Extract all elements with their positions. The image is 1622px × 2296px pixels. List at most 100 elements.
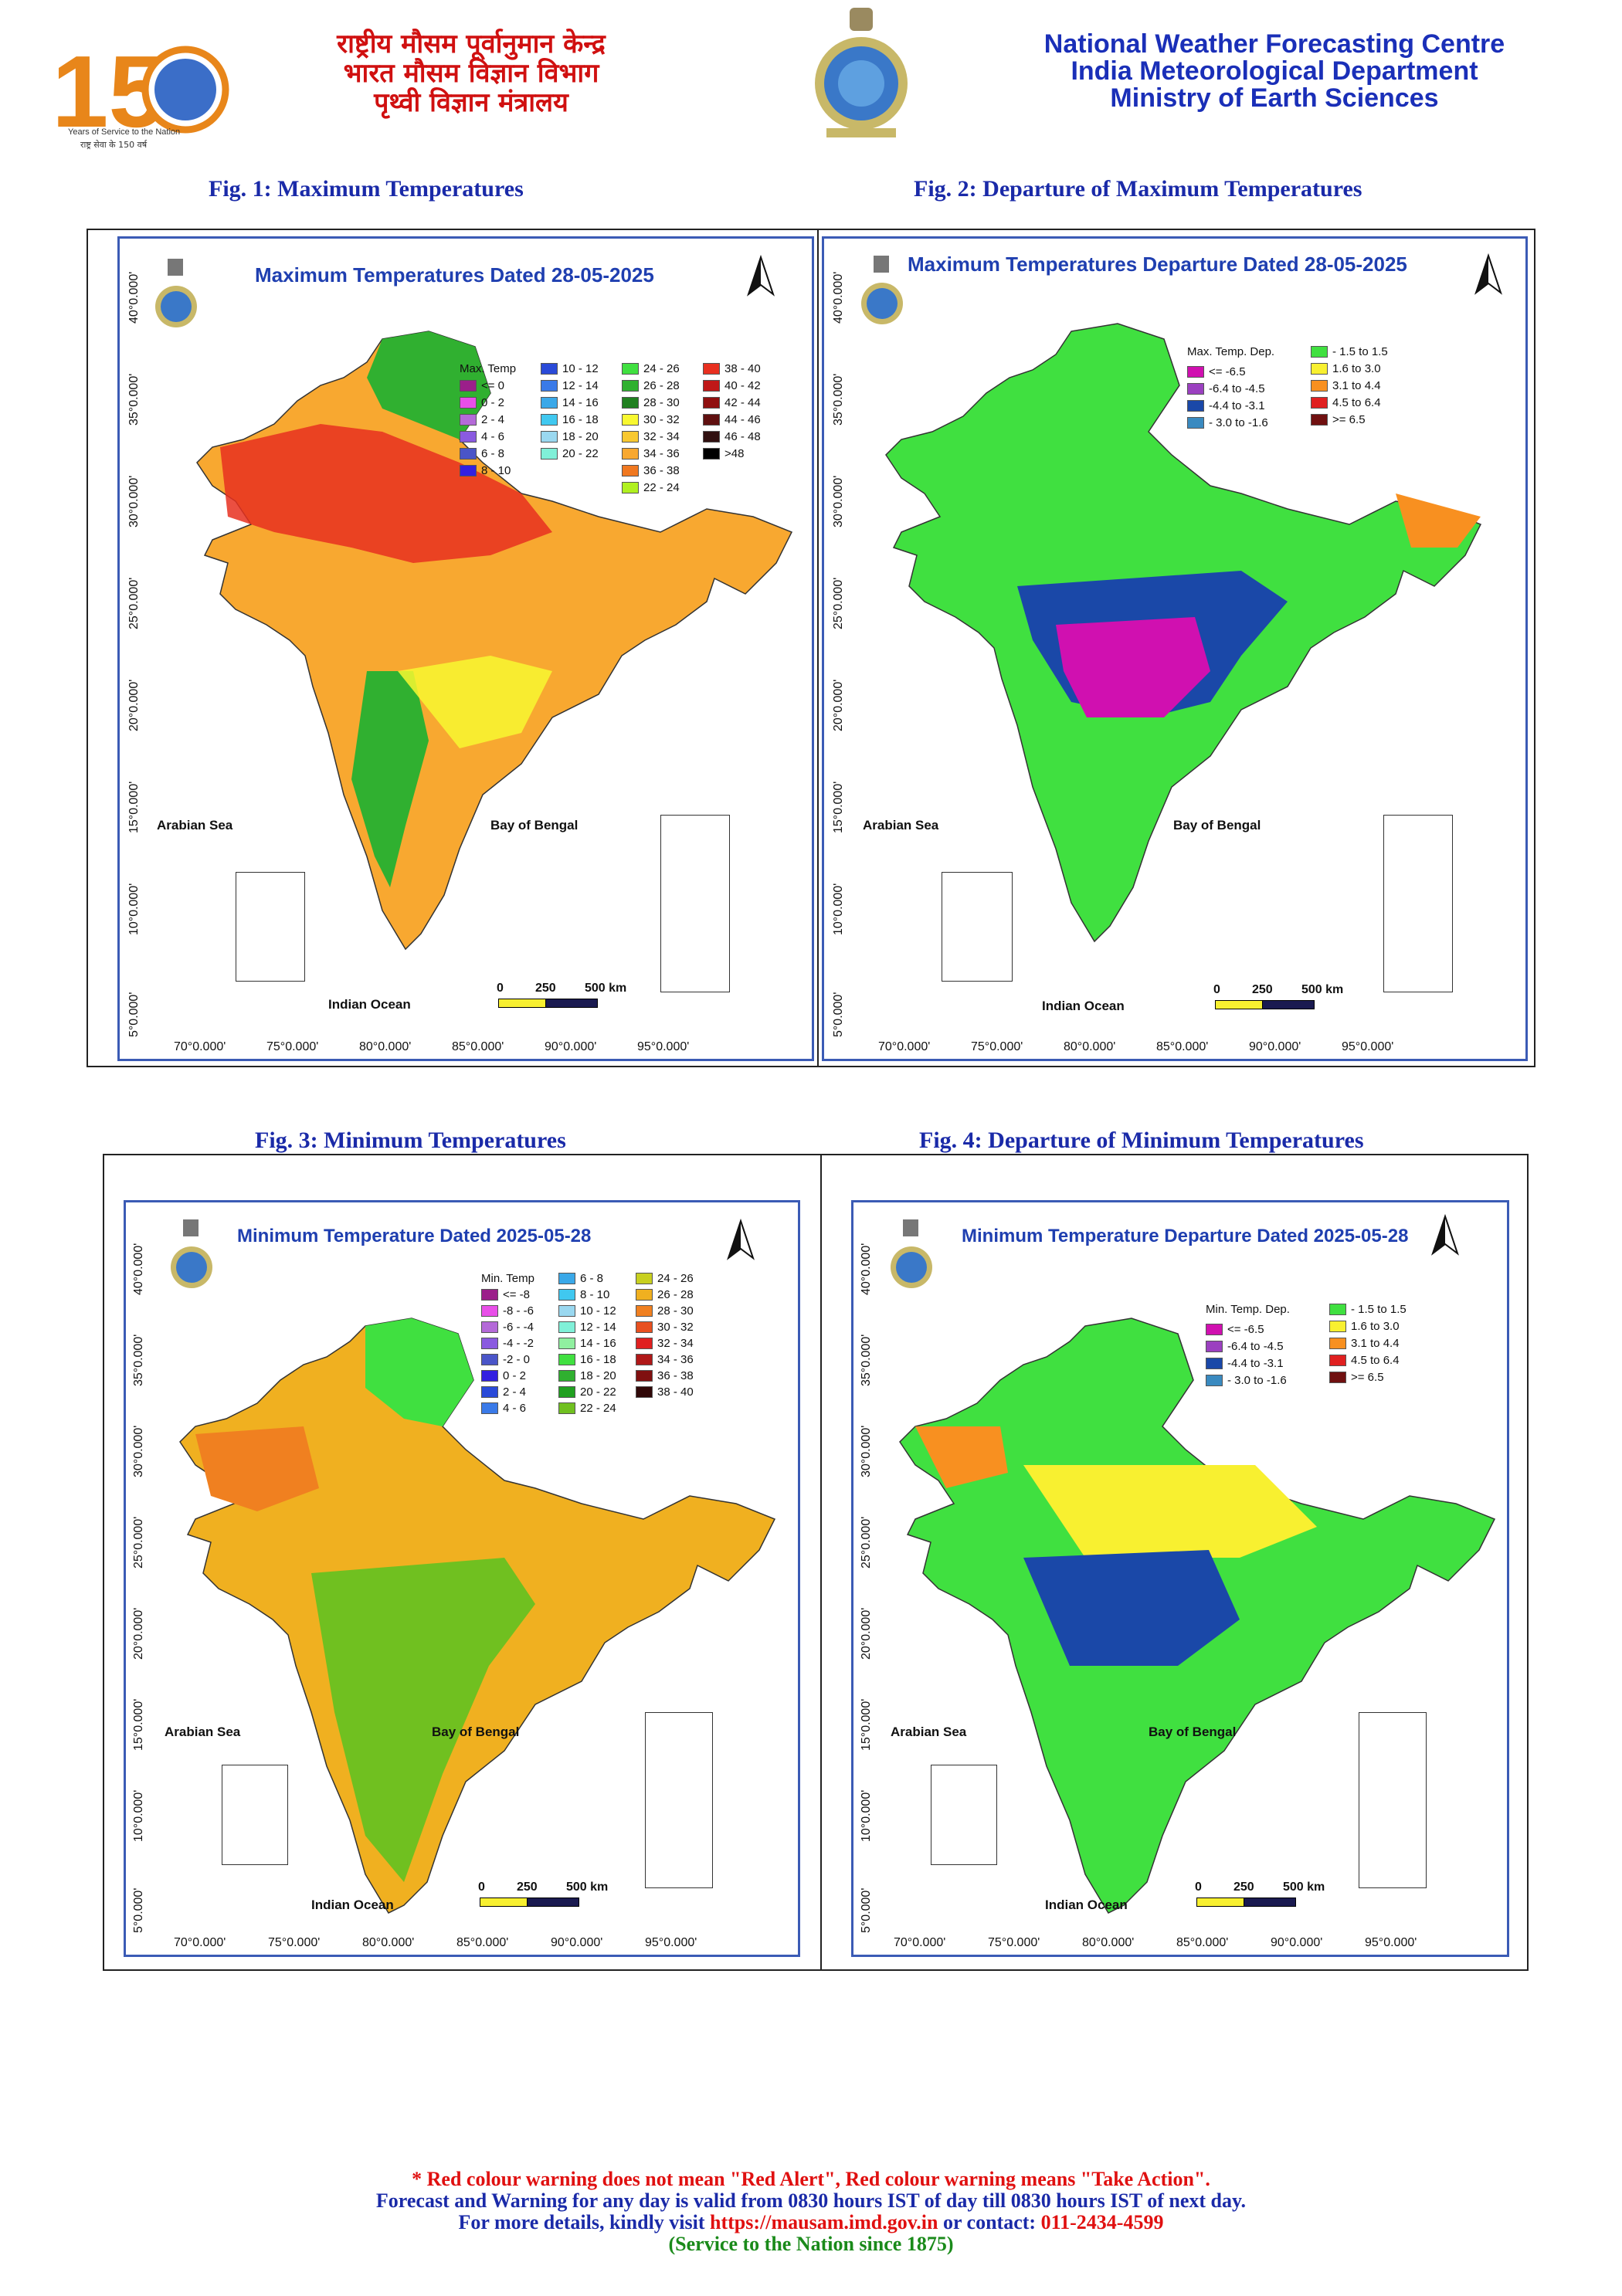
x-tick-label: 85°0.000' <box>452 1040 504 1053</box>
map-max-temp-departure: Maximum Temperatures Departure Dated 28-… <box>822 236 1528 1061</box>
north-arrow-icon <box>1473 253 1504 302</box>
legend-label: -4.4 to -3.1 <box>1209 399 1265 412</box>
x-tick-label: 90°0.000' <box>545 1040 597 1053</box>
legend-item: >48 <box>703 447 744 460</box>
y-tick-label: 35°0.000' <box>127 373 141 426</box>
legend-label: 34 - 36 <box>657 1353 694 1366</box>
imd-emblem-icon <box>889 1219 934 1300</box>
footer-validity: Forecast and Warning for any day is vali… <box>375 2189 1247 2212</box>
legend-swatch <box>1187 383 1204 395</box>
legend-min-temp: Min. Temp <= -8 -8 - -6 -6 - -4 -4 - -2 -2 -… <box>481 1272 736 1442</box>
scale-bar: 0 250 500 km <box>497 982 651 1012</box>
north-arrow-icon <box>1430 1213 1461 1263</box>
legend-item: 3.1 to 4.4 <box>1311 379 1381 392</box>
label-arabian-sea: Arabian Sea <box>891 1725 967 1739</box>
legend-swatch <box>622 380 639 392</box>
legend-label: 0 - 2 <box>503 1369 527 1382</box>
legend-swatch <box>703 363 720 375</box>
y-tick-label: 10°0.000' <box>127 883 141 935</box>
y-tick-label: 40°0.000' <box>127 271 141 324</box>
y-tick-label: 20°0.000' <box>127 679 141 731</box>
y-tick-label: 25°0.000' <box>127 577 141 629</box>
legend-item: 16 - 18 <box>541 413 599 426</box>
legend-item: 6 - 8 <box>558 1272 603 1285</box>
y-tick-label: 30°0.000' <box>860 1425 873 1477</box>
legend-label: 32 - 34 <box>643 430 680 443</box>
legend-label: 3.1 to 4.4 <box>1332 379 1381 392</box>
label-arabian-sea: Arabian Sea <box>157 818 233 833</box>
legend-label: -6 - -4 <box>503 1321 534 1334</box>
legend-label: - 3.0 to -1.6 <box>1209 416 1268 429</box>
x-tick-label: 85°0.000' <box>1176 1936 1229 1949</box>
legend-label: 46 - 48 <box>724 430 761 443</box>
legend-label: 12 - 14 <box>580 1321 616 1334</box>
legend-swatch <box>541 380 558 392</box>
label-indian-ocean: Indian Ocean <box>328 997 411 1012</box>
y-tick-label: 15°0.000' <box>832 781 845 833</box>
legend-label: 20 - 22 <box>580 1385 616 1399</box>
legend-item: - 1.5 to 1.5 <box>1329 1303 1407 1316</box>
legend-item: -6.4 to -4.5 <box>1187 382 1265 395</box>
legend-item: 12 - 14 <box>541 379 599 392</box>
legend-swatch <box>622 414 639 426</box>
legend-swatch <box>558 1386 575 1398</box>
y-tick-label: 30°0.000' <box>127 475 141 527</box>
footer-warning: * Red colour warning does not mean "Red … <box>412 2168 1210 2190</box>
legend-swatch <box>558 1321 575 1333</box>
legend-swatch <box>1206 1341 1223 1352</box>
inset-andaman <box>645 1712 713 1888</box>
legend-label: 6 - 8 <box>481 447 505 460</box>
legend-swatch <box>460 431 477 443</box>
x-tick-label: 90°0.000' <box>551 1936 603 1949</box>
footer-website-link[interactable]: https://mausam.imd.gov.in <box>710 2211 938 2233</box>
legend-swatch <box>636 1289 653 1301</box>
imd-emblem-icon <box>154 259 199 339</box>
legend-swatch <box>636 1370 653 1382</box>
legend-swatch <box>558 1289 575 1301</box>
legend-item: 4.5 to 6.4 <box>1329 1354 1400 1367</box>
legend-item: <= -6.5 <box>1206 1323 1264 1336</box>
legend-swatch <box>636 1338 653 1349</box>
scale-bar: 0 250 500 km <box>1195 1881 1349 1911</box>
legend-swatch <box>636 1354 653 1365</box>
legend-item: 0 - 2 <box>460 396 504 409</box>
x-tick-label: 80°0.000' <box>1064 1040 1116 1053</box>
legend-swatch <box>481 1354 498 1365</box>
legend-item: 28 - 30 <box>622 396 680 409</box>
x-tick-label: 90°0.000' <box>1249 1040 1301 1053</box>
legend-label: 16 - 18 <box>580 1353 616 1366</box>
legend-swatch <box>1206 1358 1223 1369</box>
map-title: Minimum Temperature Dated 2025-05-28 <box>237 1226 592 1246</box>
footer-contact: For more details, kindly visit https://m… <box>0 2212 1622 2233</box>
bottom-panel-divider <box>820 1154 822 1969</box>
x-tick-label: 75°0.000' <box>988 1936 1040 1949</box>
legend-label: >= 6.5 <box>1351 1371 1384 1384</box>
legend-label: 1.6 to 3.0 <box>1351 1320 1400 1333</box>
legend-label: 30 - 32 <box>643 413 680 426</box>
legend-swatch <box>558 1402 575 1414</box>
footer-contact-prefix: For more details, kindly visit <box>458 2211 711 2233</box>
legend-item: -4.4 to -3.1 <box>1187 399 1265 412</box>
x-tick-label: 95°0.000' <box>637 1040 690 1053</box>
legend-swatch <box>1311 380 1328 392</box>
x-tick-label: 95°0.000' <box>645 1936 697 1949</box>
legend-label: 36 - 38 <box>643 464 680 477</box>
legend-item: 16 - 18 <box>558 1353 616 1366</box>
legend-swatch <box>460 397 477 409</box>
legend-swatch <box>1206 1324 1223 1335</box>
label-indian-ocean: Indian Ocean <box>1045 1898 1128 1912</box>
label-bay-of-bengal: Bay of Bengal <box>1149 1725 1237 1739</box>
english-line-2: India Meteorological Department <box>1071 56 1478 86</box>
y-tick-label: 35°0.000' <box>132 1334 145 1386</box>
x-tick-label: 75°0.000' <box>268 1936 321 1949</box>
legend-item: 10 - 12 <box>541 362 599 375</box>
legend-label: 22 - 24 <box>643 481 680 494</box>
y-tick-label: 5°0.000' <box>832 992 845 1037</box>
map-title: Maximum Temperatures Departure Dated 28-… <box>908 253 1407 276</box>
legend-label: <= -6.5 <box>1209 365 1246 378</box>
inset-lakshadweep <box>942 872 1013 982</box>
legend-label: 18 - 20 <box>580 1369 616 1382</box>
y-tick-label: 5°0.000' <box>860 1887 873 1933</box>
legend-swatch <box>622 448 639 460</box>
legend-swatch <box>558 1370 575 1382</box>
